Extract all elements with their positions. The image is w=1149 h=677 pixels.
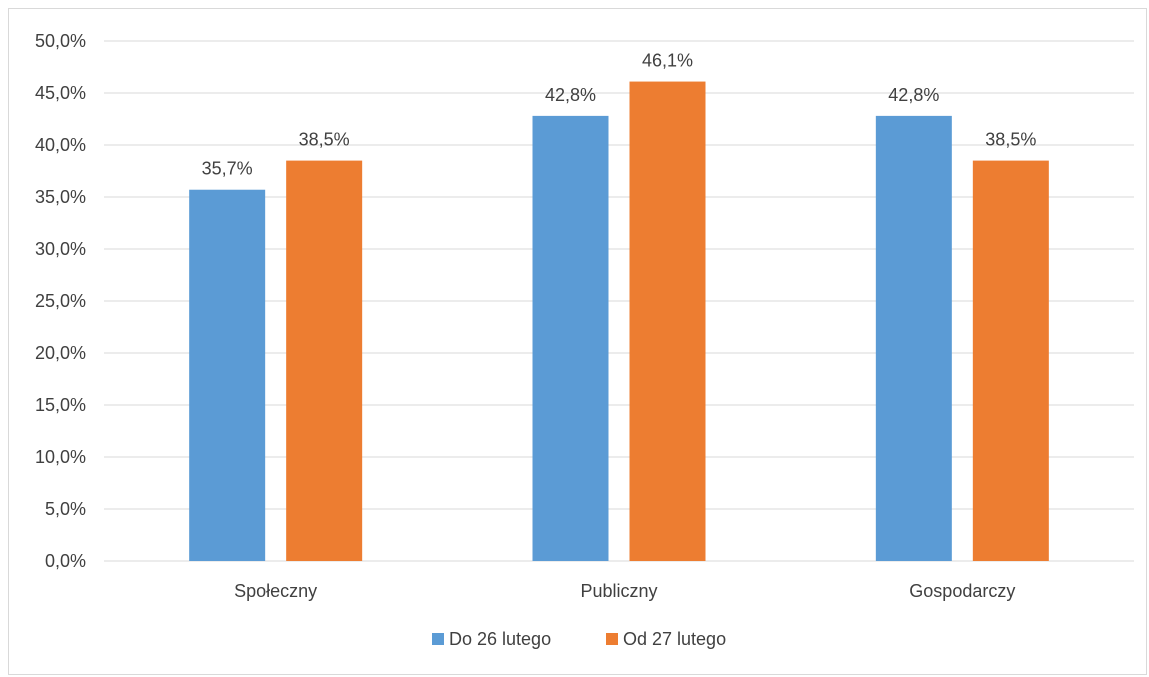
data-label: 42,8% [888, 85, 939, 105]
data-label: 35,7% [202, 159, 253, 179]
data-label: 46,1% [642, 51, 693, 71]
y-tick-label: 5,0% [45, 499, 86, 519]
y-tick-label: 15,0% [35, 395, 86, 415]
legend-label: Od 27 lutego [623, 629, 726, 649]
y-tick-label: 30,0% [35, 239, 86, 259]
y-tick-label: 35,0% [35, 187, 86, 207]
y-tick-label: 40,0% [35, 135, 86, 155]
x-category-label: Społeczny [234, 581, 317, 601]
x-category-label: Gospodarczy [909, 581, 1015, 601]
y-tick-label: 25,0% [35, 291, 86, 311]
data-label: 42,8% [545, 85, 596, 105]
legend-label: Do 26 lutego [449, 629, 551, 649]
bar [972, 160, 1049, 561]
bar [629, 81, 706, 561]
bar [875, 115, 952, 561]
bar [189, 189, 266, 561]
y-tick-label: 20,0% [35, 343, 86, 363]
legend-swatch [432, 633, 444, 645]
y-tick-label: 45,0% [35, 83, 86, 103]
data-label: 38,5% [985, 130, 1036, 150]
bar [286, 160, 363, 561]
legend-swatch [606, 633, 618, 645]
data-label: 38,5% [299, 130, 350, 150]
y-tick-label: 50,0% [35, 31, 86, 51]
y-tick-label: 0,0% [45, 551, 86, 571]
x-category-label: Publiczny [580, 581, 657, 601]
bar [532, 115, 609, 561]
y-tick-label: 10,0% [35, 447, 86, 467]
